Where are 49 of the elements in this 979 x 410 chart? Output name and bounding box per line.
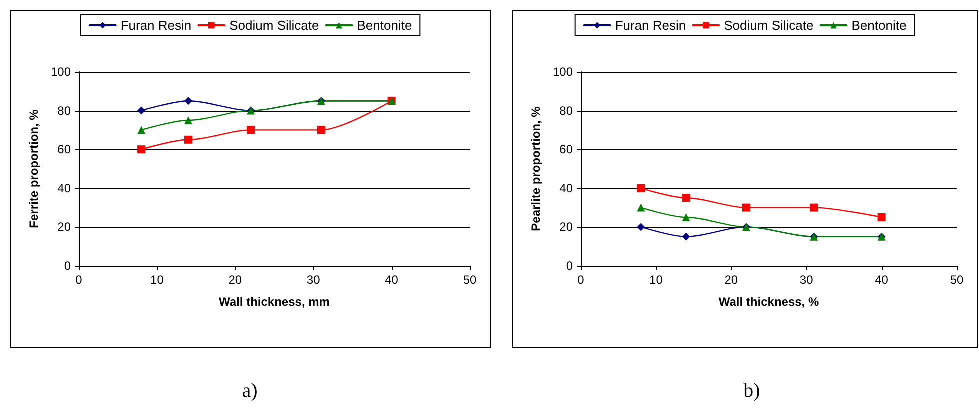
y-tick-label: 60 <box>58 142 72 157</box>
x-axis-title: Wall thickness, mm <box>219 295 330 309</box>
point <box>742 204 750 212</box>
x-tick-label: 50 <box>950 273 964 287</box>
point <box>682 194 690 202</box>
x-tick-label: 20 <box>228 273 242 287</box>
point <box>138 146 146 154</box>
text: b) <box>742 380 762 403</box>
y-tick-label: 100 <box>50 65 72 79</box>
x-tick-label: 10 <box>650 273 664 287</box>
y-tick-label: 20 <box>560 220 574 234</box>
y-tick-label: 20 <box>58 220 72 234</box>
point <box>184 136 192 144</box>
x-tick-label: 10 <box>150 273 164 287</box>
legend-label: Sodium Silicate <box>724 18 814 33</box>
y-tick-label: 60 <box>560 142 574 157</box>
x-tick-label: 40 <box>385 273 399 287</box>
point <box>637 223 646 232</box>
y-axis-title: Pearlite proportion, % <box>529 106 544 232</box>
x-axis-title: Wall thickness, % <box>718 295 820 309</box>
point <box>682 232 690 241</box>
text: a) <box>241 380 259 403</box>
point <box>247 126 256 134</box>
legend-label: Bentonite <box>357 18 412 33</box>
y-tick-label: 80 <box>560 104 574 118</box>
legend-label: Furan Resin <box>615 18 686 33</box>
point <box>138 106 146 115</box>
y-tick-label: 40 <box>58 181 72 196</box>
legend-label: Sodium Silicate <box>230 18 320 33</box>
y-tick-label: 80 <box>58 104 72 118</box>
x-tick-label: 0 <box>578 273 585 287</box>
x-tick-label: 30 <box>306 273 321 287</box>
point <box>637 184 646 192</box>
x-tick-label: 30 <box>800 273 814 287</box>
point <box>184 97 192 106</box>
x-tick-label: 0 <box>76 273 83 287</box>
y-tick-label: 0 <box>64 259 72 273</box>
legend-label: Furan Resin <box>120 18 192 33</box>
y-tick-label: 40 <box>560 181 574 196</box>
point <box>317 126 326 134</box>
x-tick-label: 20 <box>724 273 738 287</box>
y-tick-label: 100 <box>552 65 574 79</box>
y-tick-label: 0 <box>566 259 574 273</box>
legend-label: Bentonite <box>852 18 907 33</box>
y-axis-title: Ferrite proportion, % <box>27 109 42 228</box>
x-tick-label: 50 <box>463 273 477 287</box>
point <box>878 214 886 222</box>
point <box>810 204 818 212</box>
x-tick-label: 40 <box>875 273 889 287</box>
